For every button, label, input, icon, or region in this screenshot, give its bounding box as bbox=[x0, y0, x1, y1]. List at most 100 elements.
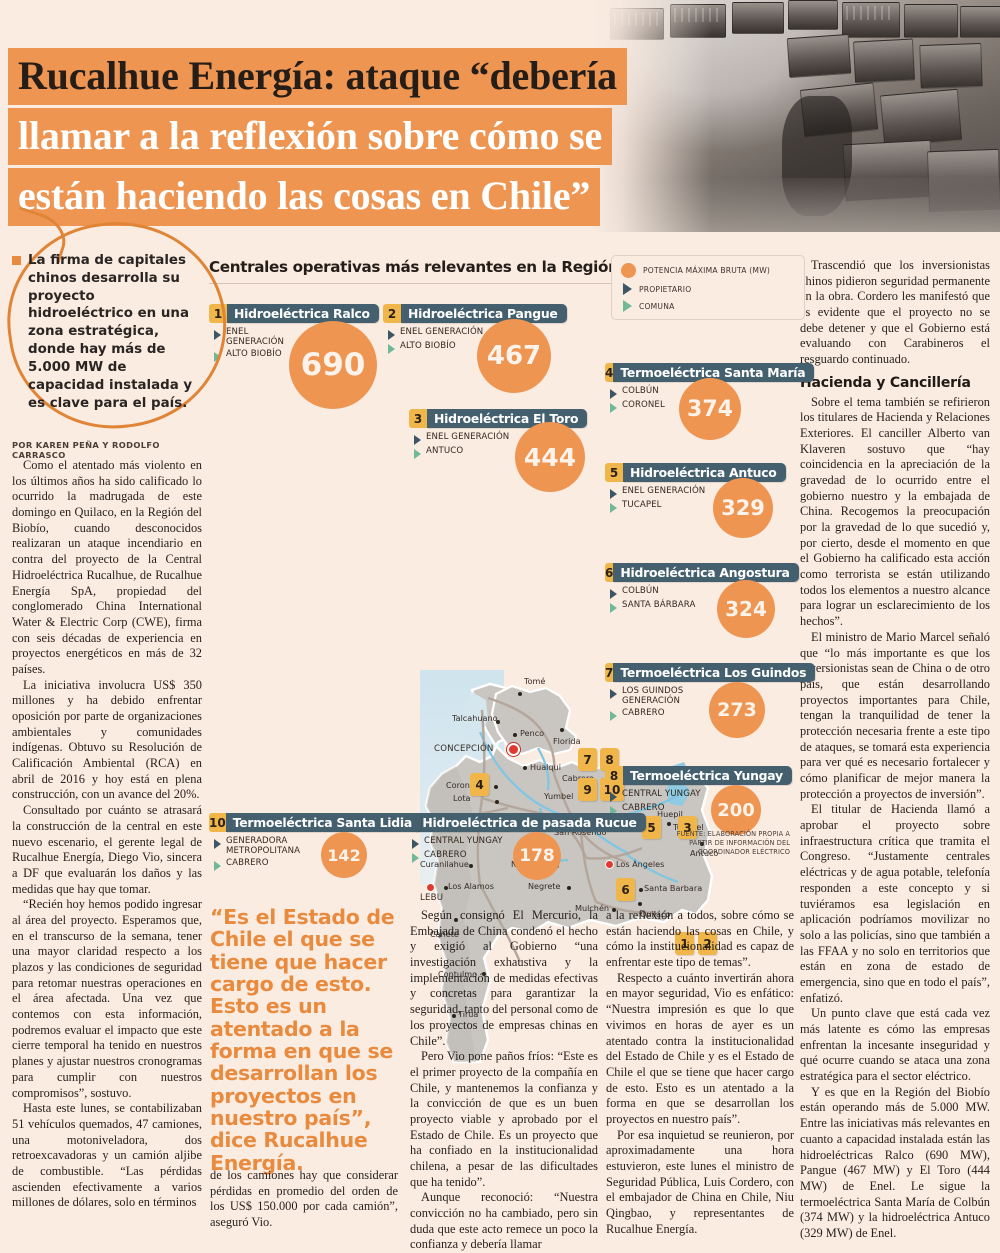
map-dot bbox=[612, 908, 616, 912]
legend-label: POTENCIA MÁXIMA BRUTA (MW) bbox=[643, 266, 771, 275]
card-body: COLBÚN SANTA BÁRBARA 324 bbox=[605, 580, 795, 638]
green-triangle-icon bbox=[610, 710, 617, 721]
dark-triangle-icon bbox=[388, 330, 395, 340]
card-title: Hidroeléctrica Pangue bbox=[401, 304, 567, 323]
body-column-left: Como el atentado más violento en los últ… bbox=[12, 458, 202, 1211]
map-label-tirua: Tirua bbox=[458, 1009, 479, 1019]
plant-card-2[interactable]: 2 Hidroeléctrica Pangue ENEL GENERACIÓN … bbox=[383, 304, 573, 393]
comuna-row: ANTUCO bbox=[409, 446, 599, 459]
map-label-tome: Tomé bbox=[524, 676, 546, 686]
plant-card-9[interactable]: 9 Hidroeléctrica de pasada Rucue CENTRAL… bbox=[407, 813, 646, 880]
comuna-row: ALTO BIOBÍO bbox=[383, 341, 573, 354]
map-pin-7[interactable]: 7 bbox=[578, 748, 597, 771]
card-header: 2 Hidroeléctrica Pangue bbox=[383, 304, 573, 323]
green-triangle-icon bbox=[610, 806, 617, 816]
card-title: Hidroeléctrica Ralco bbox=[227, 304, 379, 323]
owner-row: CENTRAL YUNGAY bbox=[407, 836, 607, 849]
infographic-divider bbox=[209, 283, 787, 284]
plant-card-5[interactable]: 5 Hidroeléctrica Antuco ENEL GENERACIÓN … bbox=[605, 463, 795, 538]
card-body: ENEL GENERACIÓN TUCAPEL 329 bbox=[605, 478, 795, 538]
paragraph: Según consignó El Mercurio, la Embajada … bbox=[410, 908, 598, 1048]
map-dot bbox=[560, 728, 564, 732]
comuna-row: ALTO BIOBÍO bbox=[209, 349, 399, 362]
map-label-cabrero: Cabrero bbox=[562, 773, 594, 783]
card-header: 4 Termoeléctrica Santa María bbox=[605, 363, 815, 382]
owner-label: ENEL GENERACIÓN bbox=[226, 327, 285, 347]
map-pin-3[interactable]: 3 bbox=[678, 816, 697, 839]
map-dot bbox=[567, 886, 571, 890]
map-dot-capital bbox=[507, 743, 520, 756]
plant-card-4[interactable]: 4 Termoeléctrica Santa María COLBÚN CORO… bbox=[605, 363, 815, 440]
owner-row: ENEL GENERACIÓN bbox=[409, 432, 599, 445]
card-body: ENEL GENERACIÓN ALTO BIOBÍO 467 bbox=[383, 319, 573, 393]
paragraph: El ministro de Mario Marcel señaló que “… bbox=[800, 629, 990, 801]
map-pin-5[interactable]: 5 bbox=[642, 816, 661, 839]
map-label-talcahuano: Talcahuano bbox=[452, 713, 498, 723]
dark-triangle-icon bbox=[214, 839, 221, 849]
map-pin-4[interactable]: 4 bbox=[470, 773, 489, 796]
owner-label: ENEL GENERACIÓN bbox=[622, 486, 706, 496]
map-dot bbox=[638, 902, 642, 906]
map-dot bbox=[700, 842, 704, 846]
owner-label: GENERADORA METROPOLITANA bbox=[226, 836, 301, 856]
dark-triangle-icon bbox=[412, 839, 419, 849]
comuna-row: CABRERO bbox=[605, 707, 795, 721]
card-number: 6 bbox=[605, 563, 614, 582]
comuna-row: CORONEL bbox=[605, 400, 795, 413]
card-body: LOS GUINDOS GENERACIÓN CABRERO 273 bbox=[605, 682, 795, 738]
comuna-row: CABRERO bbox=[209, 857, 399, 871]
lede-bullet-icon bbox=[12, 256, 21, 265]
plant-card-6[interactable]: 6 Hidroeléctrica Angostura COLBÚN SANTA … bbox=[605, 563, 799, 638]
owner-row: ENEL GENERACIÓN bbox=[209, 327, 399, 348]
owner-label: ENEL GENERACIÓN bbox=[426, 432, 510, 442]
mw-bubble-4: 374 bbox=[679, 378, 741, 440]
owner-row: ENEL GENERACIÓN bbox=[605, 486, 795, 499]
owner-row: COLBÚN bbox=[605, 386, 795, 399]
card-body: ENEL GENERACIÓN ALTO BIOBÍO 690 bbox=[209, 321, 399, 409]
map-label-quilaco: Quilaco bbox=[640, 909, 671, 919]
map-label-santa-barbara: Santa Barbara bbox=[644, 883, 703, 893]
plant-card-3[interactable]: 3 Hidroeléctrica El Toro ENEL GENERACIÓN… bbox=[409, 409, 599, 492]
green-triangle-icon bbox=[610, 403, 617, 413]
paragraph: de los camiones hay que considerar pérdi… bbox=[210, 1168, 398, 1230]
plant-card-7[interactable]: 7 Termoeléctrica Los Guindos LOS GUINDOS… bbox=[605, 663, 816, 738]
card-header: 8 Termoeléctrica Yungay bbox=[605, 766, 795, 785]
legend-label: PROPIETARIO bbox=[639, 284, 692, 294]
plant-card-1[interactable]: 1 Hidroeléctrica Ralco ENEL GENERACIÓN A… bbox=[209, 304, 399, 409]
plant-card-10[interactable]: 10 Termoeléctrica Santa Lidia GENERADORA… bbox=[209, 813, 421, 878]
comuna-label: ANTUCO bbox=[426, 446, 464, 456]
map-pin-6[interactable]: 6 bbox=[616, 878, 635, 901]
bay-water bbox=[460, 692, 488, 742]
map-dot bbox=[513, 733, 517, 737]
map-label-los-angeles: Los Ángeles bbox=[616, 859, 665, 869]
comuna-label: CABRERO bbox=[226, 857, 269, 868]
comuna-label: CABRERO bbox=[622, 803, 665, 813]
card-number: 8 bbox=[605, 766, 623, 785]
card-number: 4 bbox=[605, 363, 614, 382]
map-pin-2[interactable]: 2 bbox=[698, 932, 717, 955]
mw-bubble-9: 178 bbox=[513, 832, 561, 880]
dark-triangle-icon bbox=[610, 489, 617, 499]
card-header: 7 Termoeléctrica Los Guindos bbox=[605, 663, 816, 682]
map-dot bbox=[444, 886, 448, 890]
comuna-label: CABRERO bbox=[622, 707, 665, 718]
paragraph: Como el atentado más violento en los últ… bbox=[12, 458, 202, 676]
mw-bubble-10: 142 bbox=[321, 832, 367, 878]
headline-line-1: Rucalhue Energía: ataque “debería bbox=[8, 48, 627, 106]
map-dot-los-angeles bbox=[605, 860, 614, 869]
map-pin-1[interactable]: 1 bbox=[675, 932, 694, 955]
map-label-florida: Florida bbox=[553, 736, 581, 746]
green-triangle-icon bbox=[623, 300, 632, 312]
mw-bubble-5: 329 bbox=[713, 478, 773, 538]
card-header: 3 Hidroeléctrica El Toro bbox=[409, 409, 599, 428]
byline: POR KAREN PEÑA Y RODOLFO CARRASCO bbox=[12, 440, 160, 460]
map-dot bbox=[518, 692, 522, 696]
comuna-label: TUCAPEL bbox=[622, 500, 662, 510]
plant-card-8[interactable]: 8 Termoeléctrica Yungay CENTRAL YUNGAY C… bbox=[605, 766, 795, 835]
map-pin-8[interactable]: 8 bbox=[600, 748, 619, 771]
map-pin-9[interactable]: 9 bbox=[578, 778, 597, 801]
legend-item-propietario: PROPIETARIO bbox=[621, 283, 796, 295]
card-number: 7 bbox=[605, 663, 614, 682]
card-number: 1 bbox=[209, 304, 227, 323]
card-header: 1 Hidroeléctrica Ralco bbox=[209, 304, 399, 323]
